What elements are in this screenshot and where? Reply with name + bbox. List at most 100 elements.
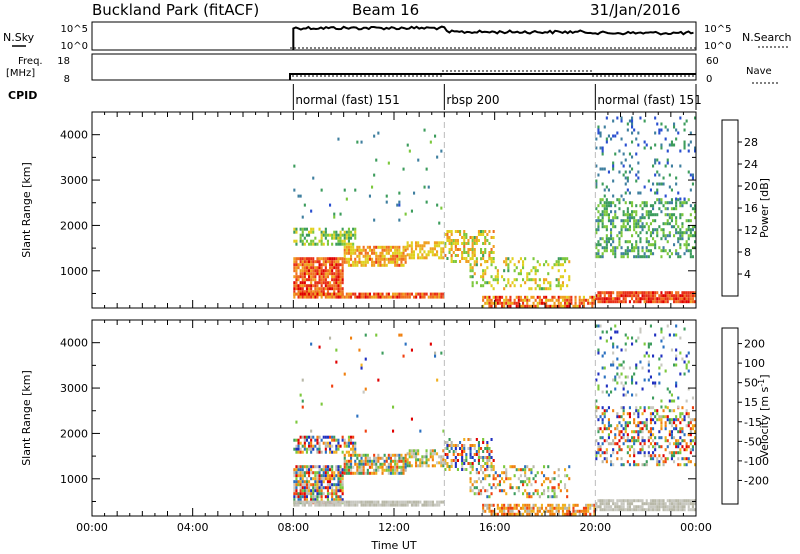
echo-cell: [643, 421, 646, 425]
echo-cell: [605, 237, 608, 241]
echo-cell: [366, 456, 369, 460]
echo-cell: [614, 152, 617, 156]
echo-cell: [356, 245, 359, 249]
echo-cell: [345, 248, 348, 252]
echo-cell: [660, 457, 663, 461]
echo-cell: [343, 236, 346, 240]
echo-cell: [408, 244, 411, 248]
echo-cell: [345, 260, 348, 264]
echo-cell: [654, 294, 657, 298]
echo-cell: [649, 300, 652, 304]
echo-cell: [555, 509, 558, 513]
echo-cell: [635, 381, 638, 385]
echo-cell: [337, 290, 340, 294]
echo-cell: [624, 170, 627, 174]
echo-cell: [612, 134, 615, 138]
echo-cell: [656, 297, 659, 301]
echo-region-6: [469, 257, 571, 291]
echo-cell: [301, 292, 304, 296]
echo-cell: [314, 480, 317, 484]
echo-cell: [326, 287, 329, 291]
echo-cell: [597, 255, 600, 259]
echo-cell: [633, 436, 636, 440]
echo-cell: [385, 503, 388, 507]
echo-cell: [689, 234, 692, 238]
echo-cell: [299, 236, 302, 240]
echo-cell: [343, 260, 346, 264]
echo-cell: [631, 213, 634, 217]
echo-cell: [419, 247, 422, 251]
echo-cell: [488, 509, 491, 513]
echo-cell: [293, 239, 296, 243]
echo-cell: [522, 304, 525, 308]
echo-cell: [612, 451, 615, 455]
echo-cell: [339, 480, 342, 484]
echo-cell: [350, 292, 353, 296]
echo-cell: [685, 363, 688, 367]
echo-cell: [532, 492, 535, 496]
echo-cell: [322, 242, 325, 246]
echo-cell: [480, 465, 483, 469]
echo-cell: [641, 207, 644, 211]
echo-cell: [553, 304, 556, 308]
echo-cell: [375, 257, 378, 261]
echo-cell: [295, 420, 298, 424]
echo-cell: [616, 345, 619, 349]
echo-cell: [656, 198, 659, 202]
echo-cell: [626, 421, 629, 425]
echo-cell: [524, 506, 527, 510]
echo-cell: [675, 418, 678, 422]
echo-cell: [645, 427, 648, 431]
echo-cell: [429, 455, 432, 459]
echo-cell: [559, 284, 562, 288]
echo-cell: [679, 246, 682, 250]
echo-cell: [341, 489, 344, 493]
echo-cell: [484, 272, 487, 276]
echo-cell: [660, 210, 663, 214]
echo-cell: [490, 263, 493, 267]
echo-cell: [616, 442, 619, 446]
echo-cell: [654, 445, 657, 449]
echo-cell: [622, 173, 625, 177]
echo-cell: [683, 291, 686, 295]
echo-cell: [413, 500, 416, 504]
echo-cell: [320, 272, 323, 276]
echo-cell: [410, 452, 413, 456]
echo-cell: [543, 492, 546, 496]
echo-cell: [530, 509, 533, 513]
echo-cell: [670, 252, 673, 256]
echo-cell: [654, 297, 657, 301]
echo-cell: [337, 468, 340, 472]
echo-cell: [490, 257, 493, 261]
echo-cell: [354, 441, 357, 445]
echo-cell: [624, 342, 627, 346]
echo-cell: [532, 257, 535, 261]
echo-cell: [366, 468, 369, 472]
echo-cell: [444, 459, 447, 462]
echo-cell: [461, 254, 464, 257]
echo-cell: [605, 390, 608, 394]
echo-cell: [329, 281, 332, 285]
echo-cell: [299, 275, 302, 279]
echo-cell: [364, 462, 367, 466]
echo-cell: [543, 509, 546, 513]
echo-cell: [471, 444, 474, 447]
echo-cell: [350, 465, 353, 469]
echo-cell: [387, 500, 390, 504]
echo-cell: [654, 454, 657, 458]
echo-cell: [649, 427, 652, 431]
echo-cell: [396, 263, 399, 267]
echo-cell: [345, 468, 348, 472]
echo-cell: [564, 298, 567, 302]
echo-cell: [654, 421, 657, 425]
echo-cell: [614, 502, 617, 506]
echo-cell: [637, 409, 640, 413]
echo-cell: [526, 506, 529, 510]
echo-cell: [297, 295, 300, 299]
echo-cell: [691, 173, 694, 177]
echo-cell: [301, 290, 304, 294]
echo-cell: [362, 248, 365, 252]
echo-cell: [691, 418, 694, 422]
echo-cell: [471, 239, 474, 242]
echo-cell: [654, 161, 657, 165]
